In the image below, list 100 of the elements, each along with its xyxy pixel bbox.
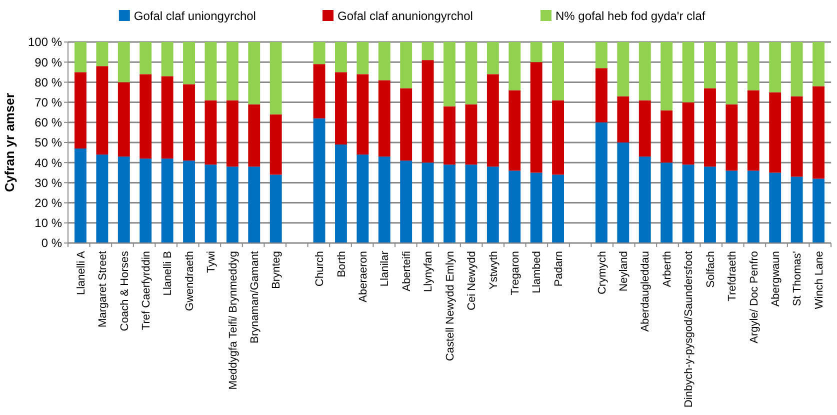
y-tick-label: 100 %: [28, 35, 62, 50]
x-tick-label: Tregaron: [509, 251, 522, 296]
bar: [334, 42, 347, 72]
x-tick-label: Llynyfan: [422, 251, 435, 292]
bar: [444, 42, 456, 106]
x-tick-label: Llanilar: [379, 250, 392, 286]
bar: [74, 42, 86, 72]
bar: [790, 176, 803, 243]
bar: [638, 156, 651, 243]
bar: [356, 74, 369, 155]
x-tick-label: Arberth: [661, 251, 674, 288]
bar: [422, 162, 434, 243]
bar: [378, 156, 390, 243]
bar: [356, 42, 369, 74]
bar: [617, 42, 630, 96]
x-tick-label: Brynaman/Gamant: [248, 251, 261, 344]
bar: [617, 142, 630, 243]
bar: [530, 172, 542, 243]
x-tick-label: Brynteg: [270, 251, 283, 289]
x-tick-label: Tywi: [206, 251, 218, 273]
y-tick-label: 0 %: [41, 236, 62, 250]
bar: [96, 66, 108, 155]
y-tick-label: 80 %: [34, 75, 62, 90]
bar: [595, 68, 608, 122]
x-tick-label: Llanelli A: [75, 250, 88, 296]
x-tick-label: Aberaeron: [358, 251, 370, 302]
bar: [444, 164, 456, 243]
x-tick-label: Argyle/ Doc Penfro: [748, 251, 760, 344]
x-tick-label: Church: [314, 251, 326, 286]
x-tick-label: Margaret Street: [97, 251, 110, 328]
bar: [530, 42, 542, 62]
bar: [422, 60, 434, 163]
bar: [769, 42, 782, 92]
x-tick-label: Winch Lane: [813, 251, 826, 310]
x-tick-label: Castell Newydd Emlyn: [444, 251, 456, 362]
legend-label: Gofal claf anuniongyrchol: [338, 9, 473, 24]
bar: [161, 76, 174, 159]
bar: [140, 42, 152, 74]
bar: [161, 158, 174, 243]
bar: [595, 122, 608, 243]
bar: [769, 172, 782, 243]
bar: [726, 104, 738, 171]
bar: [74, 72, 86, 149]
bar: [682, 164, 694, 243]
x-tick-label: Llambed: [531, 251, 544, 294]
bar: [486, 42, 499, 74]
bar: [530, 62, 542, 173]
bar: [96, 42, 108, 66]
bar: [812, 178, 824, 243]
bar: [747, 42, 760, 90]
bar: [334, 144, 347, 243]
x-tick-label: Padarn: [552, 251, 565, 286]
bar: [118, 42, 130, 82]
y-tick-label: 60 %: [34, 116, 62, 130]
bar: [334, 72, 347, 145]
bar: [226, 42, 238, 100]
bar: [400, 88, 412, 161]
bar: [812, 86, 824, 179]
bar: [356, 154, 369, 243]
bar: [552, 42, 564, 100]
x-tick-label: Crymych: [596, 251, 608, 294]
bar: [74, 148, 86, 243]
bar: [552, 100, 564, 175]
y-tick-label: 20 %: [34, 196, 62, 210]
x-tick-label: Cei Newydd: [466, 251, 478, 310]
bar: [508, 170, 521, 243]
bar: [400, 42, 412, 88]
x-tick-label: Coach & Horses: [118, 250, 131, 332]
bar: [508, 90, 521, 171]
y-tick-label: 40 %: [34, 156, 62, 170]
bar: [226, 166, 238, 243]
bar: [682, 102, 694, 165]
bar: [638, 42, 651, 100]
bar: [400, 160, 412, 243]
bar: [660, 42, 673, 110]
bar: [183, 84, 195, 161]
x-tick-label: Trefdraeth: [726, 251, 739, 302]
bar: [270, 42, 282, 114]
x-tick-label: St Thomas': [792, 251, 804, 306]
bar: [465, 104, 478, 165]
bar: [726, 170, 738, 243]
bar: [660, 162, 673, 243]
bar: [204, 100, 217, 165]
bar: [204, 164, 217, 243]
x-tick-label: Llanelli B: [162, 251, 174, 296]
x-tick-label: Borth: [336, 251, 348, 278]
bar: [617, 96, 630, 142]
bar: [660, 110, 673, 163]
bar: [769, 92, 782, 173]
bar: [704, 88, 716, 167]
x-tick-label: Aberdaugleddau: [640, 251, 652, 332]
bar: [378, 42, 390, 80]
bar: [444, 106, 456, 165]
bar: [313, 42, 326, 64]
bar: [270, 174, 282, 243]
x-tick-label: Meddygfa Teifi/ Brynmeddyg: [227, 251, 240, 390]
legend-label: N% gofal heb fod gyda'r claf: [556, 9, 706, 24]
bar: [790, 42, 803, 96]
bar: [726, 42, 738, 104]
bar: [183, 42, 195, 84]
